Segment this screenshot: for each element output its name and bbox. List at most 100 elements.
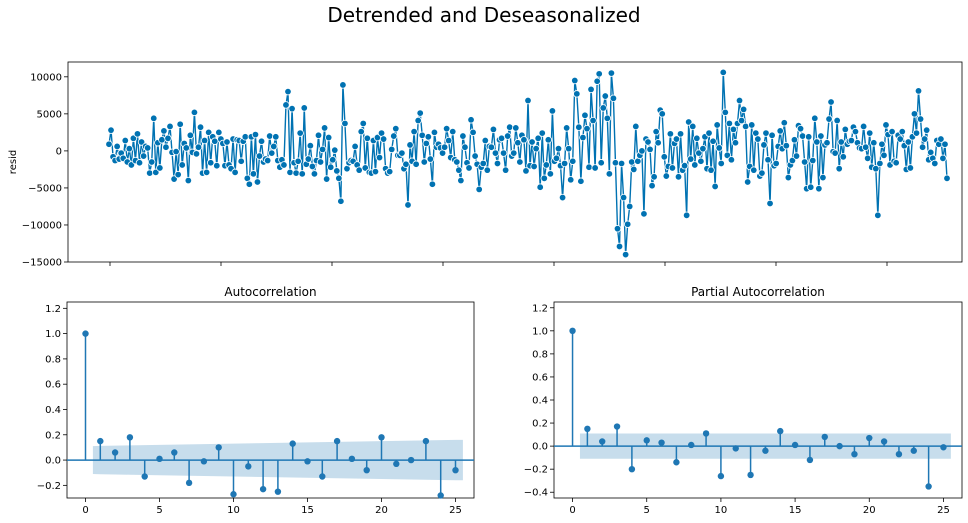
resid-point: [280, 161, 288, 169]
resid-point: [741, 122, 750, 131]
resid-point: [105, 140, 113, 148]
resid-point: [457, 176, 465, 185]
resid-point: [882, 121, 890, 129]
resid-point: [148, 158, 156, 166]
resid-point: [731, 139, 740, 147]
resid-point: [467, 116, 475, 124]
resid-point: [270, 142, 278, 151]
resid-point: [817, 132, 825, 140]
resid-point: [339, 81, 347, 89]
pacf-point: [569, 327, 576, 335]
resid-point: [249, 170, 258, 178]
resid-point: [621, 250, 630, 259]
resid-point: [255, 152, 264, 160]
pacf-point: [910, 447, 917, 454]
resid-point: [320, 124, 329, 132]
resid-point: [772, 159, 780, 168]
pacf-ytick-label: −0.2: [524, 465, 548, 476]
resid-point: [880, 151, 888, 160]
resid-point: [318, 145, 327, 154]
resid-point: [863, 154, 872, 162]
resid-point: [593, 77, 601, 85]
resid-point: [662, 172, 671, 180]
resid-point: [904, 138, 913, 146]
acf-point: [156, 455, 163, 462]
resid-point: [418, 131, 426, 140]
resid-point: [469, 128, 477, 137]
resid-point: [145, 169, 154, 177]
resid-point: [922, 126, 931, 134]
resid-point: [644, 138, 652, 146]
resid-point: [440, 143, 449, 151]
resid-point: [308, 162, 317, 171]
resid-point: [310, 170, 319, 178]
resid-point: [739, 105, 748, 114]
resid-point: [536, 183, 544, 191]
resid-point: [839, 153, 847, 161]
resid-point: [341, 119, 349, 128]
resid-point: [870, 139, 878, 147]
resid-point: [562, 124, 571, 132]
resid-point: [306, 141, 315, 150]
pacf-point: [762, 447, 769, 454]
resid-point: [314, 131, 323, 140]
resid-point: [135, 159, 144, 167]
resid-point: [630, 165, 638, 174]
acf-point: [378, 434, 385, 441]
acf-xtick-label: 5: [156, 505, 162, 516]
resid-point: [514, 139, 522, 147]
resid-point: [544, 136, 553, 144]
resid-point: [577, 177, 585, 185]
resid-point: [796, 124, 805, 133]
resid-point: [601, 92, 609, 100]
resid-point: [719, 68, 727, 77]
pacf-point: [702, 430, 710, 437]
pacf-ytick-label: 0.6: [532, 372, 548, 383]
resid-point: [461, 143, 469, 151]
resid-point: [359, 119, 367, 128]
resid-point: [505, 123, 514, 131]
resid-point: [581, 111, 589, 120]
resid-point: [194, 143, 203, 151]
resid-point: [392, 124, 400, 133]
resid-point: [487, 143, 496, 151]
acf-point: [289, 440, 296, 447]
resid-point: [388, 145, 396, 154]
resid-point: [335, 174, 343, 182]
pacf-ytick-label: 1.0: [532, 326, 548, 337]
acf-point: [82, 330, 89, 337]
resid-point: [379, 135, 388, 143]
resid-point: [139, 152, 148, 160]
resid-point: [520, 136, 528, 144]
resid-point: [626, 202, 634, 211]
resid-point: [587, 85, 595, 94]
resid-point: [780, 119, 788, 127]
resid-point: [906, 164, 915, 172]
resid-point: [717, 159, 725, 168]
acf-point: [97, 437, 104, 445]
resid-point: [705, 129, 713, 137]
resid-point: [912, 129, 921, 137]
resid-point: [402, 160, 410, 168]
resid-point: [560, 159, 569, 168]
acf-ytick-label: 0.4: [45, 405, 61, 416]
resid-point: [375, 153, 384, 162]
resid-point: [442, 124, 451, 133]
acf-ytick-label: 0.0: [45, 456, 61, 467]
resid-point: [296, 129, 304, 137]
pacf-point: [658, 439, 665, 446]
resid-point: [558, 193, 567, 202]
resid-point: [632, 122, 640, 131]
resid-point: [398, 149, 406, 157]
resid-point: [170, 175, 178, 183]
resid-point: [721, 108, 729, 117]
resid-point: [497, 134, 506, 142]
acf-point: [171, 449, 178, 456]
resid-point: [617, 159, 626, 168]
resid-point: [414, 116, 422, 125]
pacf-title: Partial Autocorrelation: [691, 285, 825, 299]
resid-point: [888, 127, 896, 136]
resid-point: [918, 143, 927, 151]
resid-point: [579, 133, 587, 142]
resid-point: [878, 140, 886, 148]
